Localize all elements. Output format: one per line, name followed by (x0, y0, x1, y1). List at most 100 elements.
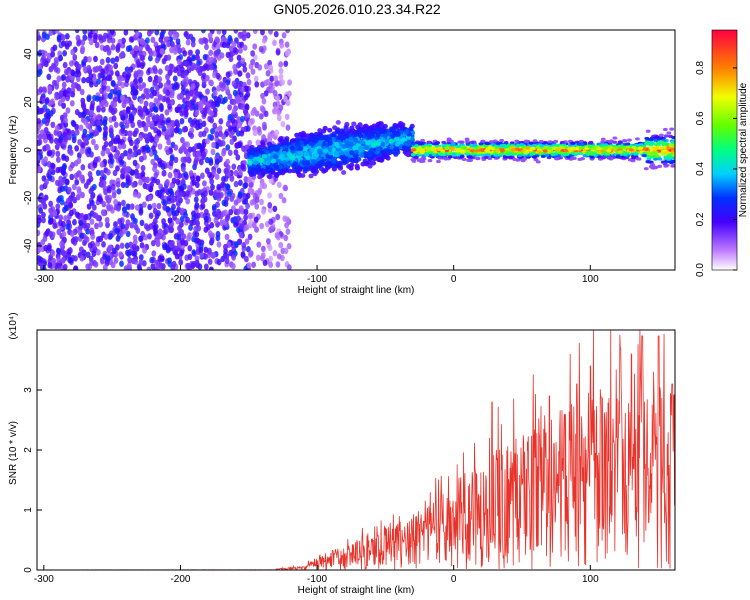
heatmap-cell (92, 76, 97, 83)
heatmap-cell (201, 120, 207, 128)
heatmap-cell (353, 149, 359, 155)
heatmap-cell (118, 230, 124, 238)
heatmap-cell (41, 133, 47, 140)
heatmap-cell (146, 146, 151, 153)
heatmap-cell (248, 218, 254, 226)
heatmap-cell (313, 138, 319, 144)
heatmap-cell (119, 152, 125, 160)
heatmap-cell (286, 152, 292, 158)
heatmap-cell (228, 55, 234, 63)
heatmap-cell (217, 125, 223, 132)
heatmap-cell (322, 134, 328, 140)
heatmap-cell (198, 131, 204, 138)
heatmap-cell (248, 154, 254, 160)
heatmap-cell (172, 48, 178, 55)
heatmap-cell (247, 233, 253, 241)
heatmap-cell (161, 218, 166, 225)
heatmap-cell (37, 246, 42, 253)
heatmap-cell (94, 222, 99, 230)
heatmap-cell (169, 46, 174, 54)
heatmap-cell (203, 263, 209, 270)
heatmap-cell (128, 139, 134, 147)
heatmap-cell (169, 41, 175, 48)
heatmap-cell (167, 84, 173, 91)
heatmap-cell (150, 36, 156, 44)
heatmap-cell (384, 148, 390, 154)
heatmap-cell (235, 215, 241, 222)
heatmap-cell (203, 246, 209, 254)
heatmap-cell (168, 63, 174, 70)
heatmap-cell (330, 163, 336, 169)
heatmap-cell (182, 50, 188, 57)
heatmap-cell (352, 137, 359, 143)
heatmap-cell (137, 265, 143, 270)
heatmap-cell (175, 38, 181, 45)
heatmap-cell (74, 30, 80, 34)
heatmap-cell (154, 212, 160, 220)
heatmap-cell (252, 30, 258, 35)
heatmap-cell (147, 55, 153, 62)
heatmap-cell (65, 197, 71, 205)
heatmap-cell (247, 212, 253, 220)
heatmap-cell (250, 68, 256, 75)
heatmap-cell (240, 163, 246, 170)
heatmap-cell (185, 198, 191, 205)
heatmap-cell (77, 139, 83, 146)
heatmap-cell (254, 81, 260, 88)
heatmap-cell (134, 30, 140, 38)
heatmap-cell (100, 258, 105, 265)
heatmap-cell (232, 126, 238, 133)
heatmap-cell (145, 183, 151, 191)
heatmap-cell (260, 245, 266, 253)
heatmap-cell (68, 149, 74, 156)
heatmap-cell (127, 44, 133, 52)
heatmap-cell (214, 158, 220, 165)
heatmap-cell (206, 247, 212, 254)
heatmap-cell (235, 130, 241, 137)
heatmap-cell (207, 258, 213, 265)
heatmap-cell (241, 242, 247, 249)
heatmap-cell (67, 256, 73, 264)
heatmap-cell (223, 243, 228, 251)
heatmap-cell (261, 98, 267, 105)
heatmap-cell (80, 45, 86, 52)
heatmap-cell (187, 232, 192, 239)
heatmap-cell (114, 56, 120, 63)
heatmap-cell (102, 116, 108, 123)
heatmap-cell (54, 83, 60, 90)
heatmap-cell (93, 261, 99, 268)
heatmap-cell (69, 60, 74, 67)
heatmap-cell (157, 143, 163, 150)
heatmap-cell (91, 183, 97, 191)
heatmap-cell (37, 118, 42, 125)
heatmap-cell (600, 137, 606, 141)
heatmap-cell (124, 122, 130, 129)
heatmap-cell (139, 219, 145, 227)
heatmap-cell (360, 161, 366, 167)
heatmap-cell (119, 159, 125, 166)
heatmap-cell (276, 253, 282, 260)
heatmap-cell (59, 240, 65, 248)
heatmap-cell (80, 191, 85, 199)
heatmap-cell (357, 130, 363, 135)
heatmap-cell (274, 129, 280, 136)
heatmap-cell (50, 162, 56, 169)
heatmap-cell (191, 99, 196, 106)
heatmap-cell (245, 192, 251, 199)
heatmap-cell (74, 145, 80, 152)
heatmap-cell (627, 138, 632, 142)
heatmap-cell (74, 129, 80, 136)
heatmap-cell (44, 119, 50, 127)
heatmap-cell (243, 208, 249, 216)
heatmap-cell (188, 170, 194, 177)
heatmap-cell (178, 259, 184, 266)
heatmap-cell (273, 106, 279, 113)
heatmap-cell (83, 55, 89, 63)
heatmap-cell (185, 190, 190, 197)
heatmap-cell (145, 108, 150, 115)
heatmap-cell (239, 86, 245, 93)
heatmap-cell (214, 131, 220, 138)
heatmap-cell (38, 86, 44, 93)
heatmap-cell (301, 160, 308, 166)
heatmap-cell (152, 50, 157, 57)
